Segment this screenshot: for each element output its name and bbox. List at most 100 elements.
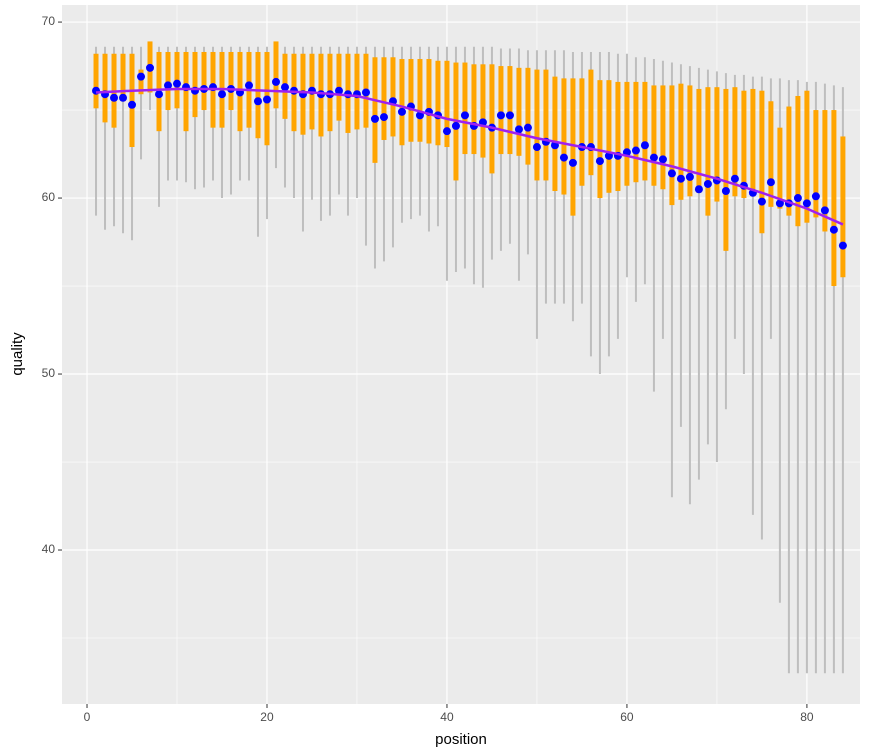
mean-point — [451, 121, 460, 130]
y-axis-title: quality — [9, 332, 26, 376]
mean-point — [334, 86, 343, 95]
iqr-bar — [570, 78, 576, 216]
iqr-bar — [489, 64, 495, 174]
x-tick-label: 60 — [620, 710, 634, 724]
mean-point — [640, 141, 649, 150]
mean-point — [244, 81, 253, 90]
iqr-bar — [129, 53, 135, 148]
y-tick-label: 50 — [42, 366, 56, 380]
iqr-bar — [525, 67, 531, 165]
iqr-bar — [750, 88, 756, 197]
mean-point — [721, 187, 730, 196]
iqr-bar — [444, 60, 450, 148]
iqr-bar — [804, 90, 810, 223]
iqr-bar — [498, 66, 504, 155]
iqr-bar — [417, 59, 423, 142]
iqr-bar — [507, 66, 513, 155]
iqr-bar — [759, 90, 765, 234]
iqr-bar — [615, 81, 621, 192]
iqr-bar — [228, 51, 234, 111]
iqr-bar — [831, 110, 837, 287]
iqr-bar — [642, 81, 648, 181]
mean-point — [802, 199, 811, 208]
mean-point — [271, 77, 280, 86]
mean-point — [173, 79, 182, 88]
mean-point — [559, 153, 568, 162]
mean-point — [164, 81, 173, 90]
mean-point — [658, 155, 667, 164]
mean-point — [155, 90, 164, 99]
iqr-bar — [408, 59, 414, 142]
iqr-bar — [588, 69, 594, 176]
iqr-bar — [705, 87, 711, 216]
iqr-bar — [777, 127, 783, 209]
mean-point — [568, 158, 577, 167]
iqr-bar — [624, 81, 630, 186]
mean-point — [128, 100, 137, 109]
mean-point — [280, 83, 289, 92]
iqr-bar — [795, 95, 801, 227]
mean-point — [137, 72, 146, 81]
iqr-bar — [660, 85, 666, 190]
x-tick-label: 80 — [800, 710, 814, 724]
iqr-bar — [543, 69, 549, 181]
mean-point — [442, 127, 451, 136]
iqr-bar — [561, 78, 567, 195]
iqr-bar — [381, 57, 387, 140]
mean-point — [838, 241, 847, 250]
y-tick-label: 40 — [42, 542, 56, 556]
iqr-bar — [723, 88, 729, 251]
iqr-bar — [471, 64, 477, 155]
iqr-bar — [480, 64, 486, 158]
iqr-bar — [516, 67, 522, 156]
iqr-bar — [606, 80, 612, 193]
iqr-bar — [633, 81, 639, 183]
iqr-bar — [435, 60, 441, 146]
mean-point — [631, 146, 640, 155]
mean-point — [397, 107, 406, 116]
x-tick-label: 20 — [260, 710, 274, 724]
mean-point — [514, 125, 523, 134]
iqr-bar — [102, 53, 108, 123]
iqr-bar — [813, 110, 819, 218]
iqr-bar — [183, 51, 189, 132]
mean-point — [757, 197, 766, 206]
mean-point — [496, 111, 505, 120]
mean-point — [730, 174, 739, 183]
mean-point — [217, 90, 226, 99]
mean-point — [775, 199, 784, 208]
mean-point — [811, 192, 820, 201]
iqr-bar — [696, 88, 702, 193]
smooth-line — [95, 87, 844, 226]
iqr-bar — [390, 57, 396, 137]
iqr-bar — [840, 136, 846, 278]
mean-point — [685, 172, 694, 181]
iqr-bar — [93, 53, 99, 109]
iqr-bar — [786, 106, 792, 216]
mean-point — [766, 178, 775, 187]
iqr-bar — [426, 59, 432, 144]
y-tick-label: 70 — [42, 14, 56, 28]
iqr-bar — [552, 76, 558, 192]
mean-point — [523, 123, 532, 132]
iqr-bar — [462, 62, 468, 155]
mean-point — [119, 93, 128, 102]
iqr-bar — [678, 83, 684, 200]
iqr-bar — [399, 59, 405, 146]
mean-point — [703, 179, 712, 188]
mean-point — [793, 194, 802, 203]
iqr-bar — [669, 85, 675, 206]
mean-point — [262, 95, 271, 104]
iqr-bar — [255, 51, 261, 139]
mean-point — [595, 157, 604, 166]
iqr-bar — [138, 69, 144, 95]
mean-point — [532, 143, 541, 152]
mean-point — [370, 114, 379, 123]
iqr-bar — [192, 51, 198, 118]
iqr-bar — [741, 90, 747, 199]
iqr-bar — [201, 51, 207, 111]
y-tick-label: 60 — [42, 190, 56, 204]
x-tick-label: 40 — [440, 710, 454, 724]
iqr-bar — [822, 110, 828, 232]
